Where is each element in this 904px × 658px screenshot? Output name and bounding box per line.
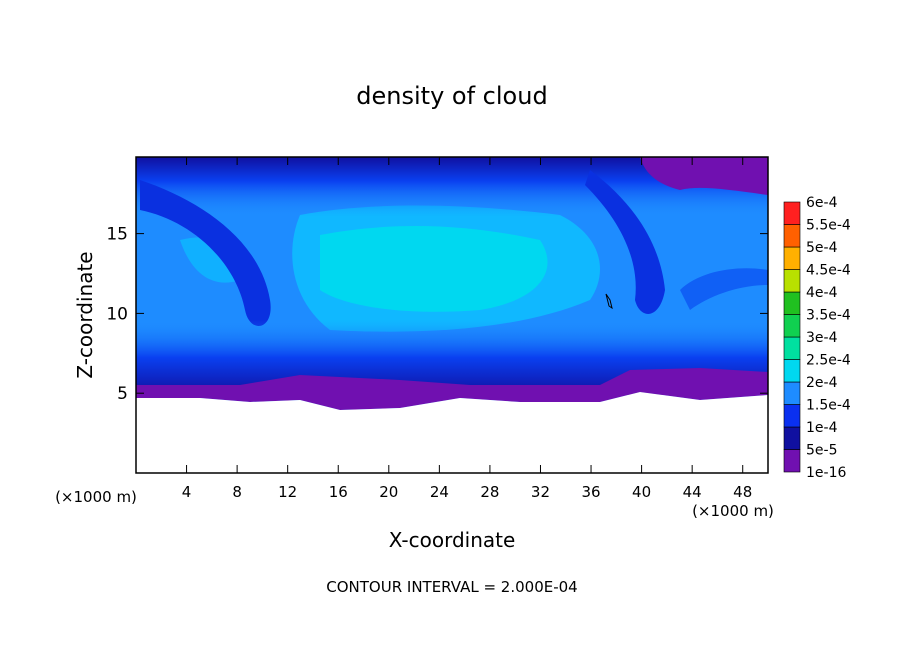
colorbar-box [783,404,801,428]
colorbar-label: 6e-4 [806,195,838,211]
colorbar-label: 5e-4 [806,240,838,256]
colorbar-label: 4.5e-4 [806,263,851,279]
colorbar-box [783,336,801,360]
colorbar-box [783,224,801,248]
x-tick-label: 8 [232,483,242,501]
x-axis-title: X-coordinate [389,528,516,552]
x-tick-label: 48 [733,483,752,501]
contour-note: CONTOUR INTERVAL = 2.000E-04 [326,578,577,596]
colorbar-label: 4e-4 [806,285,838,301]
x-tick-label: 44 [683,483,702,501]
colorbar-box [783,426,801,450]
x-unit: (×1000 m) [692,502,774,520]
y-tick-label: 5 [117,384,128,404]
x-tick-label: 20 [379,483,398,501]
colorbar-label: 5.5e-4 [806,218,851,234]
colorbar-box [783,359,801,383]
x-tick-label: 32 [531,483,550,501]
x-tick-label: 24 [430,483,449,501]
y-axis-title: Z-coordinate [73,251,97,378]
colorbar-box [783,269,801,293]
colorbar-box [783,201,801,225]
colorbar-label: 1e-16 [806,465,846,481]
x-tick-label: 36 [581,483,600,501]
x-tick-label: 12 [278,483,297,501]
x-tick-label: 16 [329,483,348,501]
colorbar-box [783,314,801,338]
colorbar-box [783,381,801,405]
y-tick-label: 15 [106,225,128,245]
x-tick-label: 40 [632,483,651,501]
y-tick-label: 10 [106,304,128,324]
x-tick-label: 4 [182,483,192,501]
contour-field [136,157,768,473]
colorbar-box [783,449,801,473]
y-unit: (×1000 m) [55,488,137,506]
colorbar-label: 1e-4 [806,420,838,436]
chart-title: density of cloud [356,82,547,110]
colorbar-label: 1.5e-4 [806,398,851,414]
colorbar-label: 3.5e-4 [806,308,851,324]
colorbar-label: 3e-4 [806,330,838,346]
colorbar-box [783,291,801,315]
colorbar-label: 5e-5 [806,443,837,459]
colorbar-label: 2e-4 [806,375,838,391]
colorbar-label: 2.5e-4 [806,353,851,369]
colorbar-box [783,246,801,270]
x-tick-label: 28 [480,483,499,501]
plot-frame [135,156,769,474]
